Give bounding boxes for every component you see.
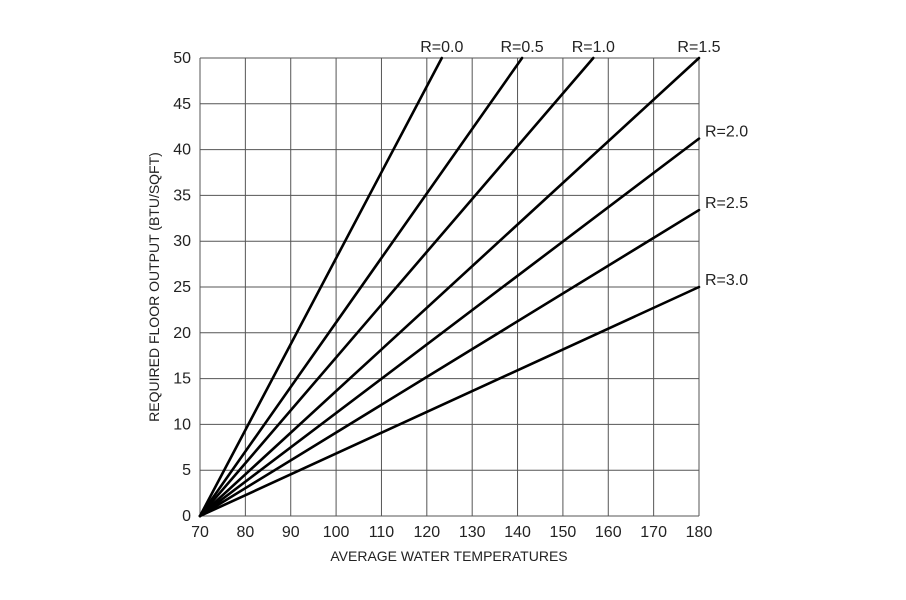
y-tick-label: 50 — [173, 50, 191, 67]
series-label-0: R=0.0 — [420, 39, 463, 56]
y-tick-label: 20 — [173, 325, 191, 342]
y-tick-label: 25 — [173, 279, 191, 296]
series-label-2: R=1.0 — [572, 39, 615, 56]
series-label-1: R=0.5 — [501, 39, 544, 56]
series-label-5: R=2.5 — [705, 195, 748, 212]
y-tick-label: 0 — [182, 508, 191, 525]
series-line-4 — [198, 137, 701, 518]
y-tick-label: 5 — [182, 462, 191, 479]
x-tick-label: 170 — [640, 524, 667, 541]
y-axis-title: REQUIRED FLOOR OUTPUT (BTU/SQFT) — [146, 152, 162, 422]
x-tick-label: 120 — [413, 524, 440, 541]
series-line-0 — [198, 56, 444, 518]
y-tick-label: 10 — [173, 416, 191, 433]
x-axis-title: AVERAGE WATER TEMPERATURES — [330, 548, 567, 564]
y-tick-label: 45 — [173, 96, 191, 113]
x-tick-label: 70 — [191, 524, 209, 541]
series-label-4: R=2.0 — [705, 124, 748, 141]
series-line-1 — [198, 56, 524, 518]
x-tick-label: 80 — [236, 524, 254, 541]
series-line-3 — [198, 56, 701, 518]
x-tick-label: 160 — [595, 524, 622, 541]
x-tick-label: 110 — [369, 524, 395, 541]
y-tick-label: 30 — [173, 233, 191, 250]
series-line-5 — [198, 208, 701, 518]
x-tick-label: 90 — [282, 524, 300, 541]
x-tick-label: 180 — [686, 524, 713, 541]
series-labels: R=0.0 R=0.5 R=1.0 R=1.5 R=2.0 R=2.5 R=3.0 — [420, 39, 748, 289]
x-tick-label: 150 — [550, 524, 577, 541]
series-lines — [198, 56, 701, 518]
x-tick-label: 130 — [459, 524, 486, 541]
series-label-6: R=3.0 — [705, 272, 748, 289]
y-tick-label: 15 — [173, 371, 191, 388]
series-line-2 — [198, 56, 595, 518]
tick-labels: 70 80 90 100 110 120 130 140 150 160 170 180 0 5 10 15 2… — [173, 50, 712, 541]
series-label-3: R=1.5 — [677, 39, 720, 56]
x-tick-label: 140 — [504, 524, 531, 541]
y-tick-label: 40 — [173, 142, 191, 159]
series-line-6 — [198, 285, 701, 518]
y-tick-label: 35 — [173, 187, 191, 204]
x-tick-label: 100 — [323, 524, 350, 541]
